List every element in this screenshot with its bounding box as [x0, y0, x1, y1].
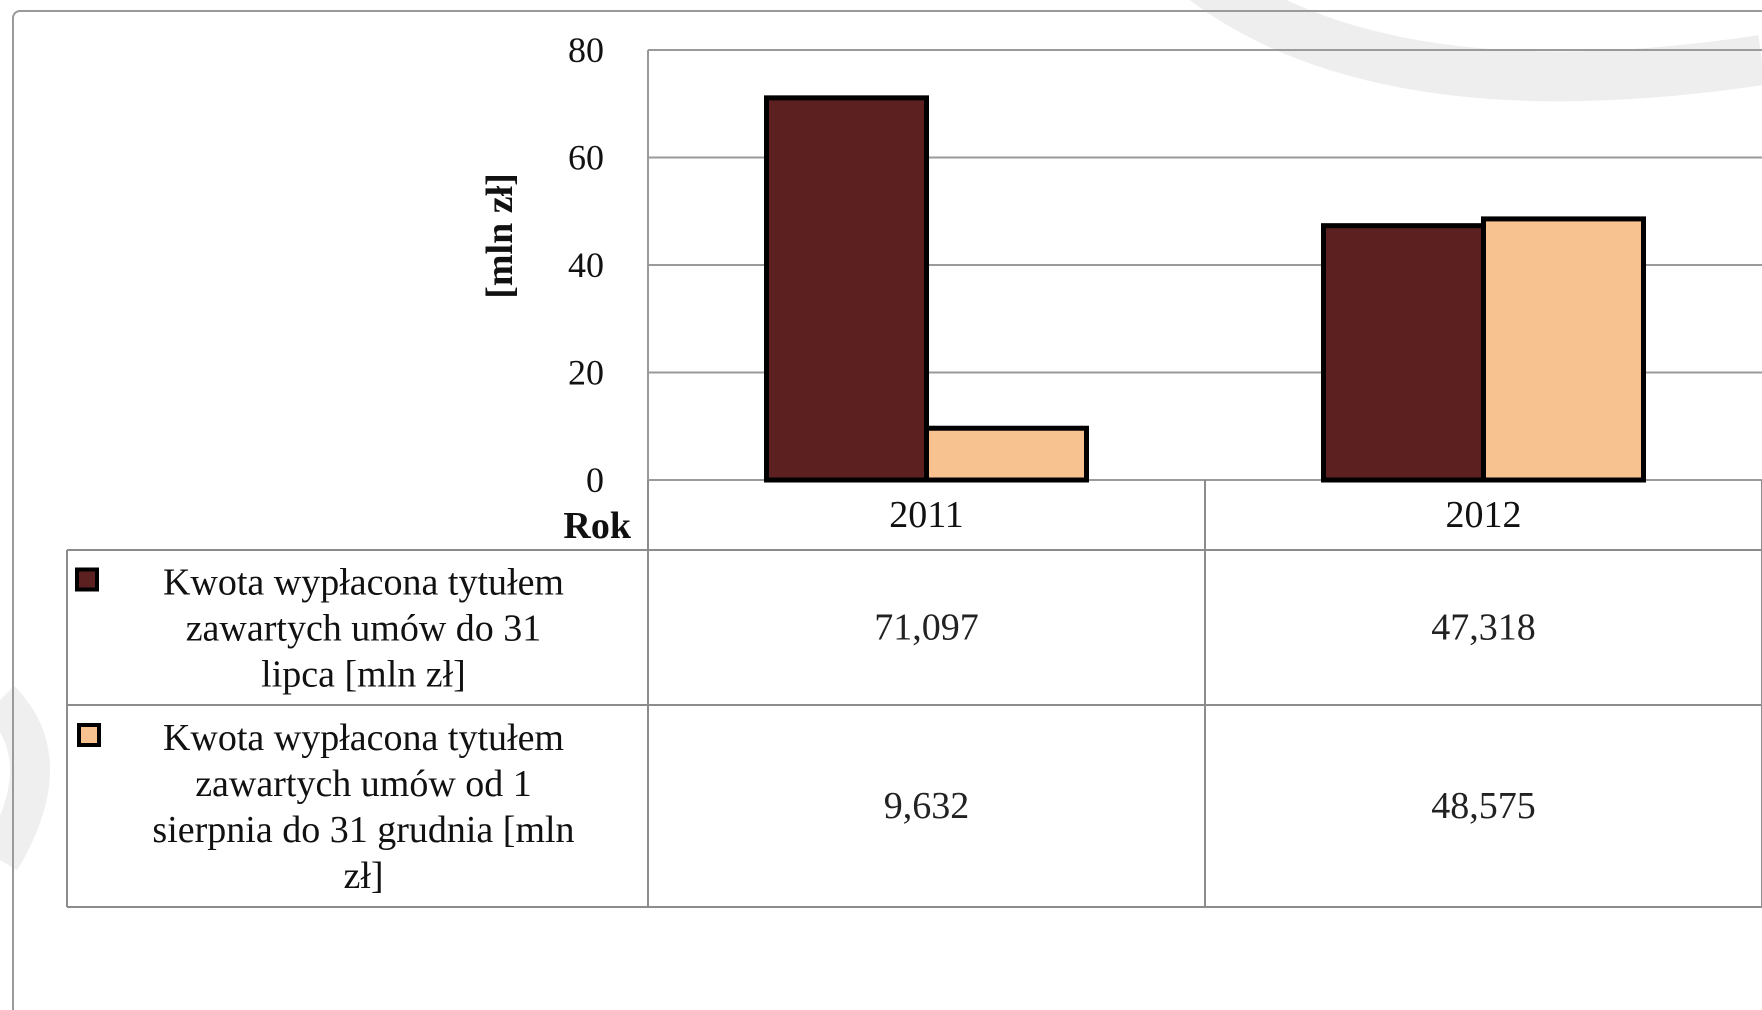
y-tick-label: 60 [568, 138, 604, 178]
chart-frame [12, 10, 1762, 1010]
data-label: 9,632 [884, 785, 970, 827]
x-tick-label: 2011 [889, 494, 964, 536]
bar-2011-series-2 [924, 425, 1089, 483]
legend-swatch-series-2 [77, 723, 101, 747]
y-tick-label: 80 [568, 30, 604, 70]
legend-swatch-series-1 [75, 567, 99, 592]
y-tick-label: 20 [568, 353, 604, 393]
bar-2012-series-2 [1481, 216, 1646, 483]
bar-2012-series-1 [1321, 223, 1486, 483]
y-tick-label: 40 [568, 245, 604, 285]
legend-label-series-2: Kwota wypłacona tytułem [163, 717, 564, 759]
bars [764, 95, 1646, 483]
data-label: 48,575 [1431, 785, 1536, 827]
y-axis-label: [mln zł] [479, 173, 521, 299]
y-tick-label: 0 [586, 460, 604, 500]
legend-label-series-1: zawartych umów do 31 [186, 608, 542, 650]
data-label: 47,318 [1431, 607, 1536, 649]
bar-2011-series-1 [764, 95, 929, 483]
legend-label-series-2: zawartych umów od 1 [195, 763, 532, 805]
legend-label-series-1: Kwota wypłacona tytułem [163, 562, 564, 604]
chart: 0 20 40 60 80 [mln zł] 2011 2012 Kwota wypłaco… [66, 30, 1762, 908]
x-axis-label: Rok [563, 505, 631, 547]
x-tick-label: 2012 [1446, 494, 1522, 536]
data-label: 71,097 [874, 607, 979, 649]
y-axis-ticks: 0 20 40 60 80 [568, 30, 604, 500]
legend-label-series-2: sierpnia do 31 grudnia [mln [152, 809, 574, 851]
legend-label-series-2: zł] [343, 855, 383, 897]
legend-label-series-1: lipca [mln zł] [261, 654, 466, 696]
